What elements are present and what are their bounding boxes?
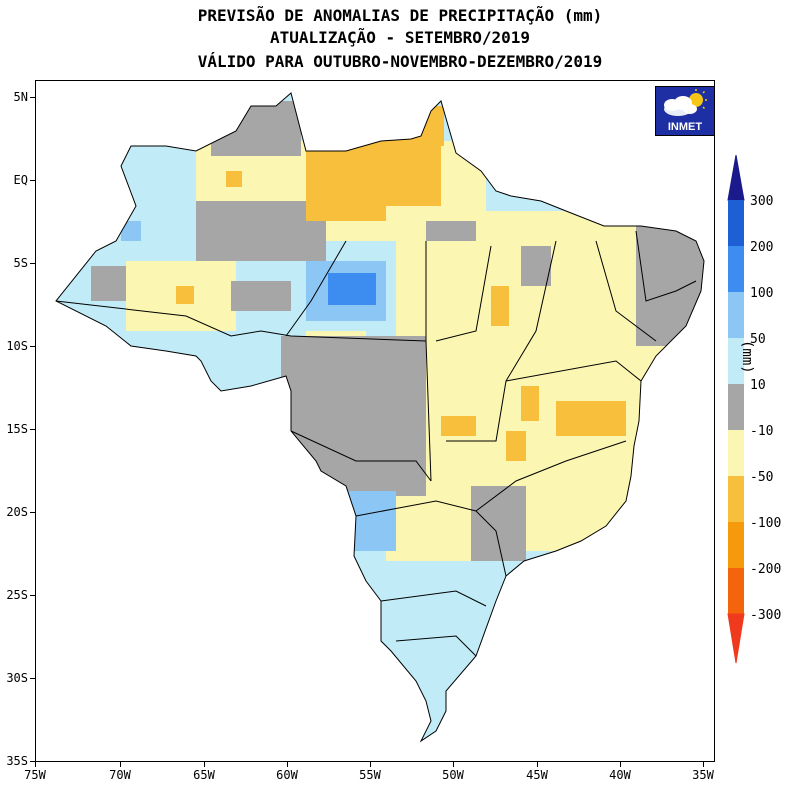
colorbar-label-50: 50 xyxy=(750,332,766,347)
colorbar-label-neg200: -200 xyxy=(750,562,782,577)
y-label-eq: EQ xyxy=(13,173,28,187)
y-tick-0 xyxy=(30,97,35,98)
colorbar-label-10: 10 xyxy=(750,378,766,393)
colorbar-label-neg10: -10 xyxy=(750,424,774,439)
dry-medium-areas xyxy=(176,106,626,461)
x-tick-4 xyxy=(370,762,371,767)
x-tick-1 xyxy=(120,762,121,767)
colorbar-bottom-arrow xyxy=(727,613,745,664)
logo-text: INMET xyxy=(667,121,703,133)
colorbar-cell-50-10 xyxy=(728,338,744,384)
x-tick-2 xyxy=(204,762,205,767)
y-label-15s: 15S xyxy=(6,422,28,436)
colorbar-label-neg100: -100 xyxy=(750,516,782,531)
x-label-35w: 35W xyxy=(692,768,714,782)
wet-strong-areas xyxy=(328,273,376,305)
colorbar-cell-100-50 xyxy=(728,292,744,338)
y-tick-4 xyxy=(30,429,35,430)
map-title-line-3: VÁLIDO PARA OUTUBRO-NOVEMBRO-DEZEMBRO/20… xyxy=(197,52,603,71)
y-label-35s: 35S xyxy=(6,754,28,768)
y-label-5n: 5N xyxy=(13,90,28,104)
map-title-line-2: ATUALIZAÇÃO - SETEMBRO/2019 xyxy=(269,28,531,47)
x-label-40w: 40W xyxy=(609,768,631,782)
colorbar-cell-neg100-neg200 xyxy=(728,522,744,568)
x-label-65w: 65W xyxy=(193,768,215,782)
colorbar-units: (mm) xyxy=(739,340,755,374)
x-tick-6 xyxy=(537,762,538,767)
colorbar-top-arrow xyxy=(727,155,745,201)
y-tick-2 xyxy=(30,263,35,264)
colorbar-cell-300-200 xyxy=(728,200,744,246)
colorbar-cell-neg10-neg50 xyxy=(728,430,744,476)
map-title-line-1: PREVISÃO DE ANOMALIAS DE PRECIPITAÇÃO (m… xyxy=(197,6,603,25)
colorbar-cell-neg50-neg100 xyxy=(728,476,744,522)
y-label-5s: 5S xyxy=(13,256,28,270)
y-label-20s: 20S xyxy=(6,505,28,519)
colorbar-label-neg50: -50 xyxy=(750,470,774,485)
colorbar-cell-10-neg10 xyxy=(728,384,744,430)
x-tick-8 xyxy=(703,762,704,767)
x-label-75w: 75W xyxy=(24,768,46,782)
x-label-60w: 60W xyxy=(276,768,298,782)
x-label-50w: 50W xyxy=(442,768,464,782)
x-tick-3 xyxy=(287,762,288,767)
colorbar-label-200: 200 xyxy=(750,240,774,255)
x-tick-0 xyxy=(35,762,36,767)
y-tick-7 xyxy=(30,678,35,679)
map-frame xyxy=(35,80,715,762)
y-tick-5 xyxy=(30,512,35,513)
y-label-25s: 25S xyxy=(6,588,28,602)
y-tick-1 xyxy=(30,180,35,181)
y-tick-6 xyxy=(30,595,35,596)
x-label-70w: 70W xyxy=(109,768,131,782)
state-borders xyxy=(55,92,705,743)
colorbar-cell-200-100 xyxy=(728,246,744,292)
inmet-logo: INMET xyxy=(655,86,715,136)
y-label-10s: 10S xyxy=(6,339,28,353)
y-label-30s: 30S xyxy=(6,671,28,685)
cloud-sun-icon xyxy=(664,89,707,116)
colorbar-label-100: 100 xyxy=(750,286,774,301)
x-label-55w: 55W xyxy=(359,768,381,782)
precipitation-anomaly-map xyxy=(55,92,705,743)
x-tick-5 xyxy=(453,762,454,767)
colorbar-label-300: 300 xyxy=(750,194,774,209)
y-tick-3 xyxy=(30,346,35,347)
colorbar-label-neg300: -300 xyxy=(750,608,782,623)
x-label-45w: 45W xyxy=(526,768,548,782)
y-tick-8 xyxy=(30,761,35,762)
colorbar xyxy=(727,155,745,664)
x-tick-7 xyxy=(620,762,621,767)
colorbar-cell-neg200-neg300 xyxy=(728,568,744,614)
